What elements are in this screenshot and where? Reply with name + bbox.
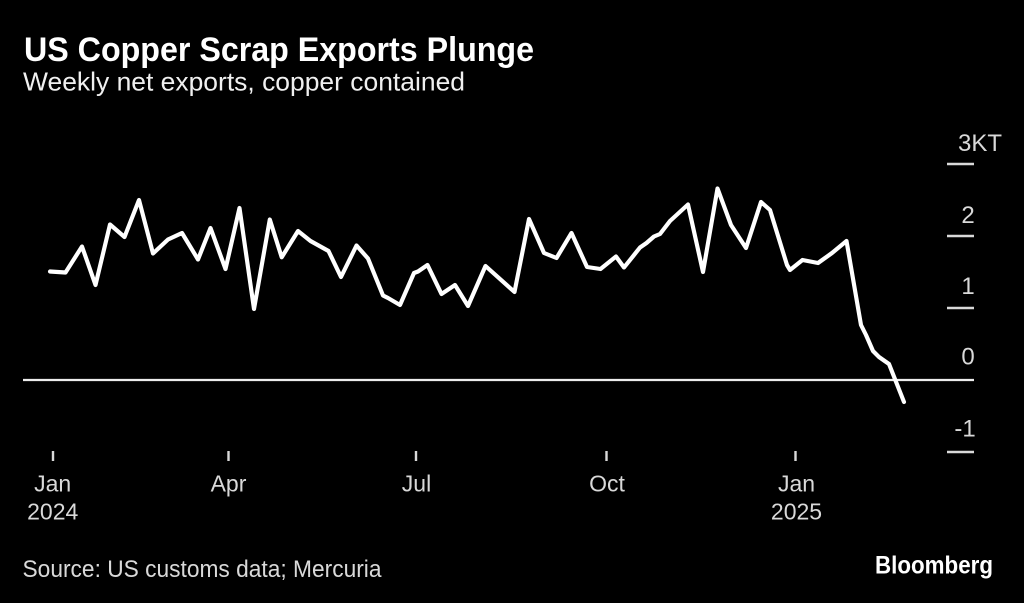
svg-text:Apr: Apr [211, 471, 247, 497]
svg-text:Bloomberg: Bloomberg [875, 552, 993, 580]
svg-text:3KT: 3KT [958, 130, 1002, 157]
svg-text:0: 0 [961, 344, 974, 371]
svg-text:2: 2 [961, 202, 974, 229]
svg-text:Source: US customs data; Mercu: Source: US customs data; Mercuria [23, 556, 382, 583]
svg-text:Jan: Jan [778, 471, 815, 497]
svg-text:Oct: Oct [589, 471, 625, 497]
svg-text:Jul: Jul [402, 471, 431, 497]
svg-text:1: 1 [961, 273, 974, 300]
svg-text:2024: 2024 [27, 499, 78, 525]
svg-text:Jan: Jan [34, 471, 71, 497]
svg-text:2025: 2025 [771, 499, 822, 525]
svg-text:US Copper Scrap Exports Plunge: US Copper Scrap Exports Plunge [24, 31, 534, 69]
svg-text:Weekly net exports, copper con: Weekly net exports, copper contained [23, 67, 465, 97]
svg-text:-1: -1 [954, 416, 975, 443]
